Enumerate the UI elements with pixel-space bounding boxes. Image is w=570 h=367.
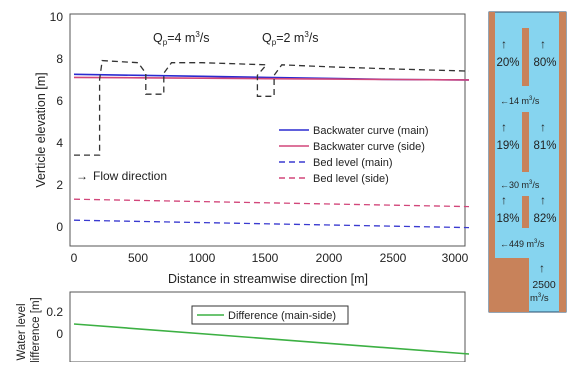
main-ytick-10: 10 — [50, 10, 64, 24]
difference-chart: 0.2 0 Water level difference [m] Differe… — [16, 291, 470, 367]
lower-left-bank — [489, 258, 529, 312]
up-arrow-icon: ↑ — [539, 261, 545, 275]
main-xtick-1500: 1500 — [252, 251, 279, 265]
main-ytick-2: 2 — [56, 178, 63, 192]
legend-label-bed-side: Bed level (side) — [313, 173, 389, 185]
main-x-axis-label: Distance in streamwise direction [m] — [168, 272, 368, 286]
main-y-axis-label: Verticle elevation [m] — [34, 72, 48, 187]
up-arrow-icon: ↑ — [540, 193, 546, 207]
legend-label-bed-main: Bed level (main) — [313, 157, 392, 169]
difference-ytick-0: 0 — [56, 327, 63, 341]
main-xtick-3000: 3000 — [442, 251, 469, 265]
schematic-right-bank — [559, 12, 566, 312]
row3-right-pct: 82% — [533, 213, 556, 225]
left-arrow-icon: ← — [500, 96, 509, 106]
main-xtick-500: 500 — [128, 251, 148, 265]
left-arrow-icon: ← — [500, 180, 509, 190]
up-arrow-icon: ↑ — [501, 120, 507, 134]
main-plot-frame — [69, 13, 466, 247]
difference-legend-label: Difference (main-side) — [228, 310, 336, 322]
legend-label-backwater-main: Backwater curve (main) — [313, 125, 429, 137]
row3-flow: ←449 m3/s — [500, 239, 545, 249]
row2-flow: ←30 m3/s — [500, 180, 540, 190]
up-arrow-icon: ↑ — [501, 37, 507, 51]
main-xtick-2500: 2500 — [380, 251, 407, 265]
main-ytick-0: 0 — [56, 220, 63, 234]
row3-left-pct: 18% — [496, 213, 519, 225]
main-legend: Backwater curve (main) Backwater curve (… — [279, 125, 429, 185]
main-xtick-2000: 2000 — [316, 251, 343, 265]
island-3 — [522, 196, 529, 228]
row2-right-pct: 81% — [533, 140, 556, 152]
qp-left-annotation: Qp=4 m3/s — [153, 30, 210, 47]
flow-direction-arrow: → — [76, 169, 88, 183]
up-arrow-icon: ↑ — [501, 193, 507, 207]
main-ytick-4: 4 — [56, 136, 63, 150]
difference-y-axis-label-line2: difference [m] — [30, 297, 42, 362]
up-arrow-icon: ↑ — [540, 120, 546, 134]
left-arrow-icon: ← — [500, 239, 509, 249]
difference-series-group — [73, 323, 470, 355]
row2-left-pct: 19% — [496, 140, 519, 152]
up-arrow-icon: ↑ — [540, 37, 546, 51]
main-y-ticks: 0 2 4 6 8 10 — [50, 10, 64, 234]
difference-ytick-0-2: 0.2 — [46, 305, 63, 319]
series-line-bed-level-side — [73, 198, 470, 208]
main-x-ticks: 0 500 1000 1500 2000 2500 3000 — [71, 251, 469, 265]
row1-left-pct: 20% — [496, 57, 519, 69]
island-1 — [522, 28, 529, 86]
series-line-backwater-curve-side — [73, 76, 470, 81]
qp-right-annotation: Qp=2 m3/s — [262, 30, 319, 47]
row1-right-pct: 80% — [533, 57, 556, 69]
main-ytick-6: 6 — [56, 94, 63, 108]
main-xtick-1000: 1000 — [189, 251, 216, 265]
schematic-left-bank — [489, 12, 495, 312]
series-line-water-surface-profile — [74, 59, 470, 156]
difference-plot-frame — [69, 291, 466, 363]
main-ytick-8: 8 — [56, 52, 63, 66]
difference-y-axis-label-line1: Water level — [16, 303, 28, 360]
inflow-unit: m3/s — [530, 293, 549, 304]
channel-schematic: ↑ ↑ 20% 80% ←14 m3/s ↑ ↑ 19% 81% ←30 m3/… — [488, 11, 567, 313]
legend-label-backwater-side: Backwater curve (side) — [313, 141, 425, 153]
series-line-bed-level-main — [73, 219, 470, 229]
island-2 — [522, 112, 529, 172]
main-series-group — [73, 59, 470, 229]
inflow-value: 2500 — [532, 279, 556, 291]
main-xtick-0: 0 — [71, 251, 78, 265]
difference-legend-box — [191, 305, 349, 325]
row1-flow: ←14 m3/s — [500, 96, 540, 106]
series-line-difference-main-side — [73, 323, 470, 355]
main-chart: 0 2 4 6 8 10 0 500 1000 1500 2000 2500 3… — [34, 10, 470, 286]
flow-direction-label: Flow direction — [93, 169, 167, 183]
